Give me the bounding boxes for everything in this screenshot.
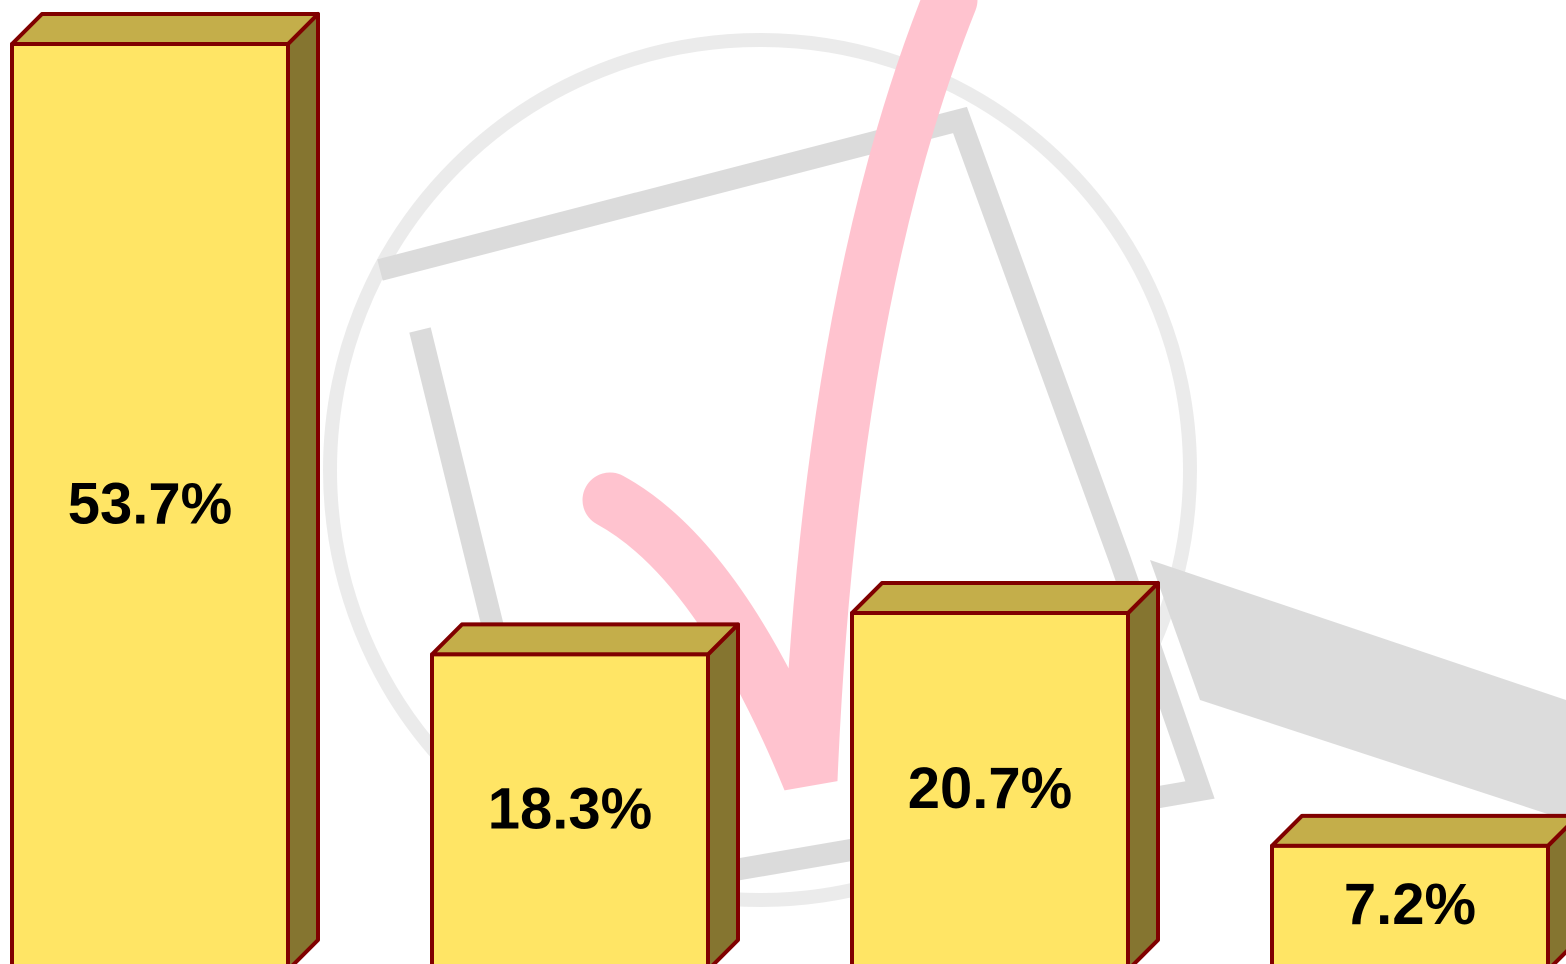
- bar: [430, 652, 710, 964]
- bar: [10, 42, 290, 964]
- bar-top: [10, 12, 320, 46]
- value-label: 7.2%: [1344, 872, 1476, 937]
- bar-top: [1270, 813, 1566, 848]
- value-label: 20.7%: [908, 756, 1072, 821]
- bar-top: [430, 622, 740, 657]
- bar-side: [706, 622, 740, 964]
- bar: [1270, 843, 1550, 964]
- value-label: 53.7%: [68, 471, 232, 536]
- bar-side: [286, 12, 320, 964]
- bars: 53.7% 18.3% 20.7% 7.2%: [10, 12, 1566, 964]
- bar-top: [850, 581, 1160, 616]
- bar: [850, 611, 1130, 964]
- value-label: 18.3%: [488, 777, 652, 842]
- bar-side: [1126, 581, 1160, 964]
